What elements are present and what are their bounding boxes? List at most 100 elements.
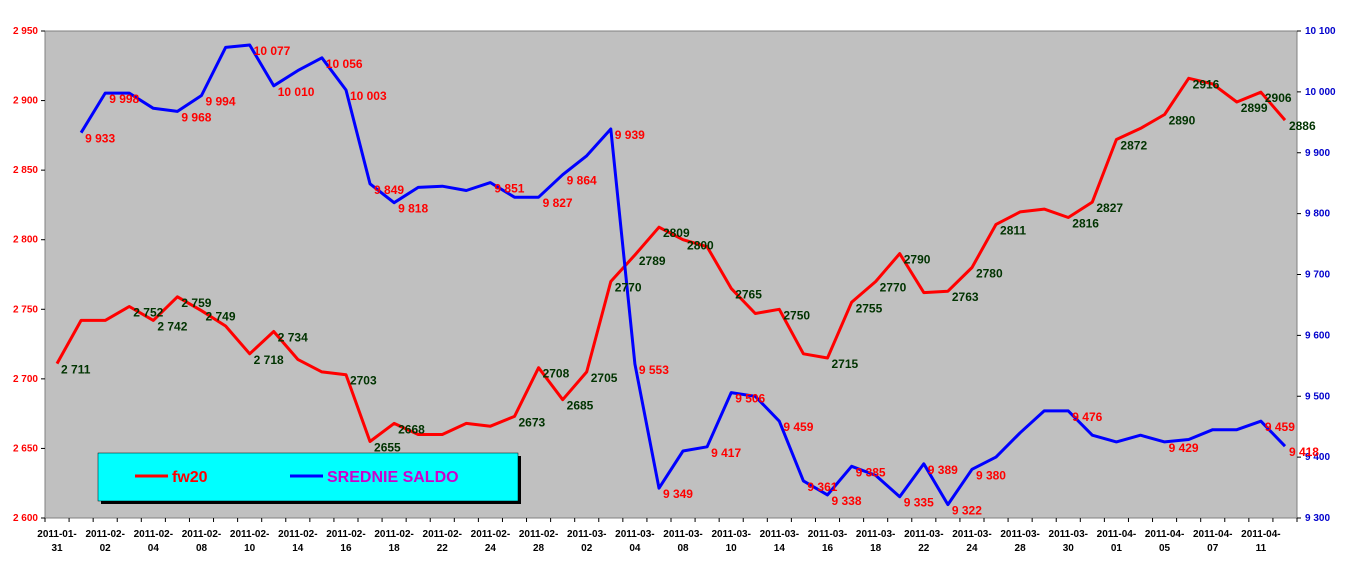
data-label: 2 752: [133, 306, 163, 320]
data-label: 9 864: [567, 174, 597, 188]
y-left-tick-label: 2 800: [13, 235, 38, 246]
data-label: 9 380: [976, 468, 1006, 482]
data-label: 9 322: [952, 504, 982, 518]
axes: 2 600 2 650 2 700 2 750 2 800 2 850 2 900 2 950…: [13, 26, 1336, 554]
y-left-tick-label: 2 600: [13, 513, 38, 524]
data-label: 2916: [1193, 77, 1220, 91]
x-tick-label: 2011-03-22: [904, 529, 943, 554]
data-label: 9 459: [783, 420, 813, 434]
data-label: 9 968: [181, 110, 211, 124]
y-right-tick-label: 9 700: [1305, 270, 1330, 281]
x-tick-label: 2011-02-24: [471, 529, 510, 554]
data-label: 2763: [952, 290, 979, 304]
x-tick-label: 2011-04-07: [1193, 529, 1232, 554]
data-label: 9 818: [398, 202, 428, 216]
x-tick-label: 2011-02-16: [326, 529, 365, 554]
data-label: 2789: [639, 254, 666, 268]
data-label: 10 010: [278, 85, 315, 99]
x-tick-label: 2011-03-10: [711, 529, 750, 554]
y-right-tick-label: 10 100: [1305, 26, 1336, 37]
y-left-tick-label: 2 650: [13, 443, 38, 454]
y-right-tick-label: 10 000: [1305, 87, 1336, 98]
data-label: 9 459: [1265, 420, 1295, 434]
data-label: 9 349: [663, 487, 693, 501]
y-right-tick-label: 9 600: [1305, 330, 1330, 341]
data-label: 10 056: [326, 57, 363, 71]
data-label: 2703: [350, 374, 377, 388]
x-tick-label: 2011-03-30: [1049, 529, 1088, 554]
data-label: 9 849: [374, 183, 404, 197]
data-label: 2 711: [61, 363, 91, 377]
plot-area: [44, 30, 1298, 519]
data-label: 9 429: [1169, 441, 1199, 455]
data-label: 9 553: [639, 363, 669, 377]
y-right-tick-label: 9 300: [1305, 513, 1330, 524]
legend-label-fw20: fw20: [172, 469, 208, 486]
data-label: 2 718: [254, 353, 284, 367]
data-label: 2770: [880, 280, 907, 294]
x-tick-label: 2011-02-14: [278, 529, 317, 554]
x-tick-label: 2011-03-14: [760, 529, 799, 554]
x-tick-label: 2011-02-02: [85, 529, 124, 554]
data-label: 9 994: [206, 95, 236, 109]
data-label: 9 385: [856, 465, 886, 479]
data-label: 2685: [567, 399, 594, 413]
y-right-tick-label: 9 900: [1305, 148, 1330, 159]
x-tick-label: 2011-03-16: [808, 529, 847, 554]
data-label: 9 389: [928, 463, 958, 477]
data-label: 9 361: [807, 480, 837, 494]
data-label: 9 418: [1289, 445, 1319, 459]
x-tick-label: 2011-04-05: [1145, 529, 1184, 554]
series-line-fw20: [55, 76, 1287, 443]
y-left-tick-label: 2 750: [13, 304, 38, 315]
y-left-tick-label: 2 850: [13, 165, 38, 176]
data-label: 2755: [856, 301, 883, 315]
data-label: 2890: [1169, 113, 1196, 127]
data-label: 9 939: [615, 128, 645, 142]
x-tick-label: 2011-02-08: [182, 529, 221, 554]
data-label: 9 851: [494, 182, 524, 196]
data-label: 2770: [615, 280, 642, 294]
y-right-tick-label: 9 400: [1305, 452, 1330, 463]
data-label: 2715: [832, 357, 859, 371]
data-label: 9 338: [832, 494, 862, 508]
data-label: 2809: [663, 226, 690, 240]
data-label: 2816: [1072, 216, 1099, 230]
x-tick-label: 2011-01-31: [37, 529, 76, 554]
x-tick-label: 2011-03-02: [567, 529, 606, 554]
data-label: 2827: [1096, 201, 1123, 215]
y-right-tick-label: 9 800: [1305, 209, 1330, 220]
x-tick-label: 2011-02-18: [374, 529, 413, 554]
y-right-tick-label: 9 500: [1305, 391, 1330, 402]
data-label: 2899: [1241, 101, 1268, 115]
data-label: 2655: [374, 440, 401, 454]
data-label: 2708: [543, 367, 570, 381]
legend-label-srednie-saldo: SREDNIE SALDO: [327, 469, 459, 486]
data-label: 2886: [1289, 119, 1316, 133]
y-left-tick-label: 2 950: [13, 26, 38, 37]
data-label: 9 417: [711, 446, 741, 460]
legend: fw20 SREDNIE SALDO: [97, 452, 521, 504]
data-label: 9 335: [904, 496, 934, 510]
x-tick-label: 2011-02-10: [230, 529, 269, 554]
x-tick-label: 2011-04-01: [1097, 529, 1136, 554]
data-label: 2872: [1120, 139, 1147, 153]
data-label: 2668: [398, 422, 425, 436]
data-label: 2705: [591, 371, 618, 385]
data-label: 2780: [976, 267, 1003, 281]
data-label: 9 827: [543, 196, 573, 210]
y-left-tick-label: 2 900: [13, 96, 38, 107]
x-tick-label: 2011-03-04: [615, 529, 654, 554]
data-label: 9 506: [735, 392, 765, 406]
y-left-tick-label: 2 700: [13, 374, 38, 385]
series-line-srednie-saldo: [79, 43, 1287, 507]
x-tick-label: 2011-04-11: [1241, 529, 1280, 554]
data-label: 9 476: [1072, 410, 1102, 424]
data-label: 2811: [1000, 223, 1026, 237]
x-tick-label: 2011-02-22: [423, 529, 462, 554]
data-label: 2765: [735, 287, 762, 301]
data-label: 2 742: [157, 319, 187, 333]
data-label: 2673: [519, 415, 546, 429]
